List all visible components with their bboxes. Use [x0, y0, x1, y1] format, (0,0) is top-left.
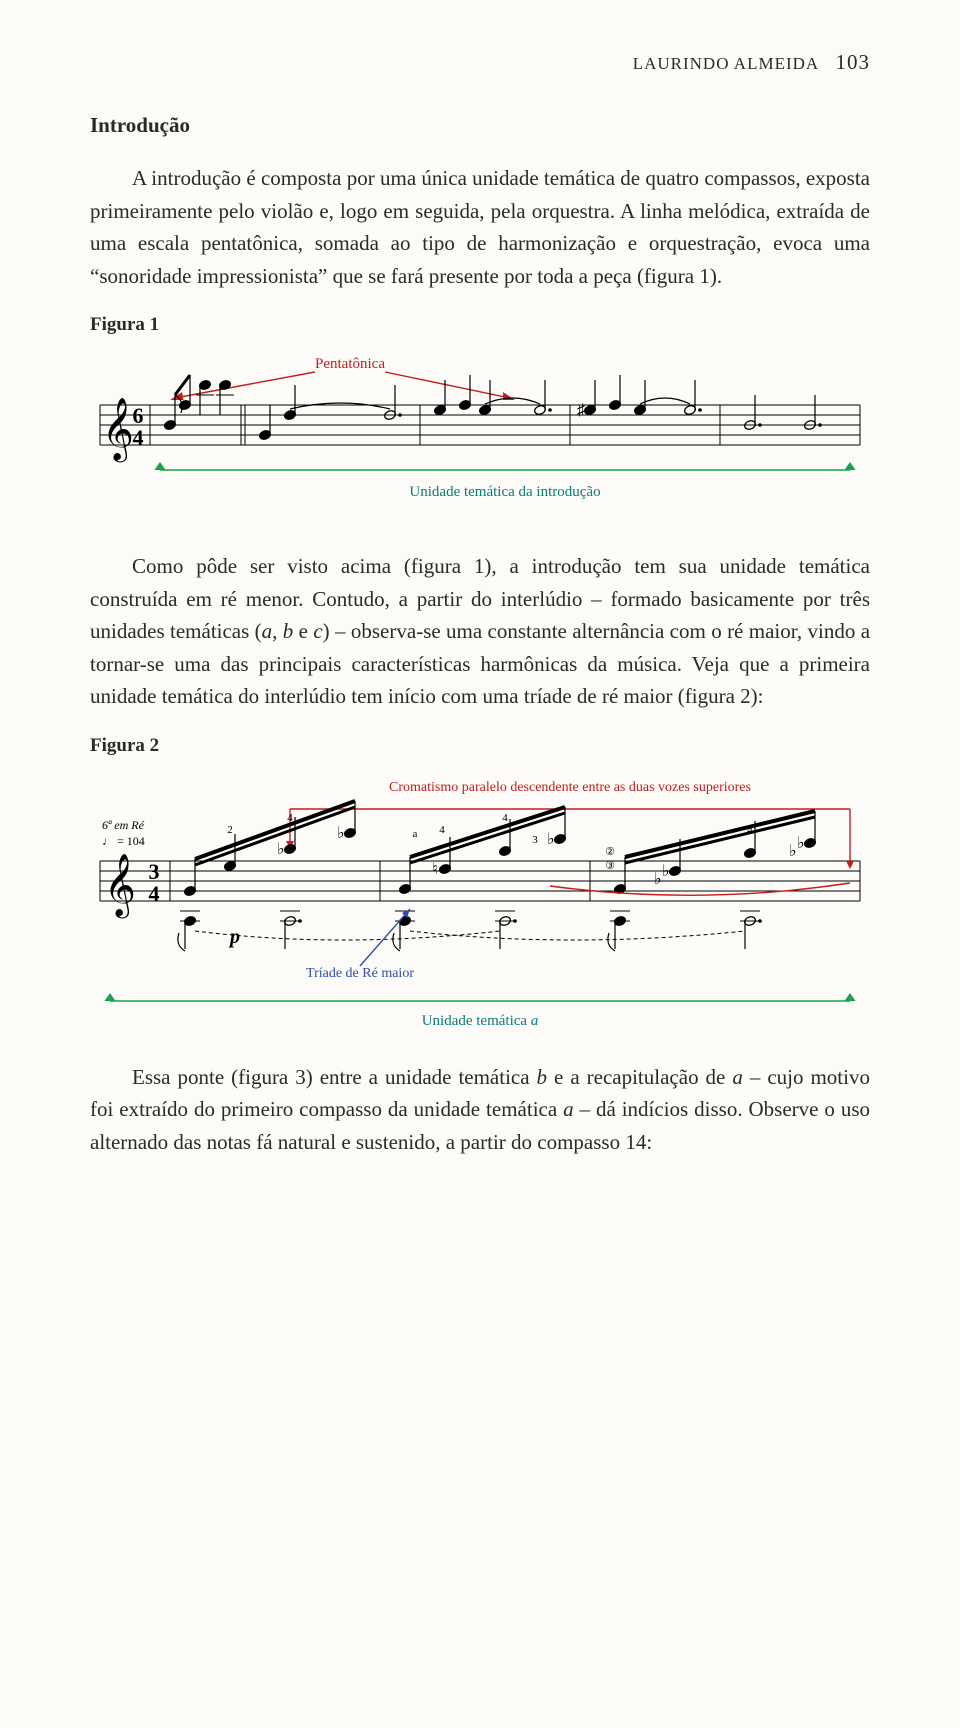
paragraph-3: Essa ponte (figura 3) entre a unidade te… — [90, 1061, 870, 1159]
svg-text:4: 4 — [439, 824, 445, 836]
svg-text:Cromatismo paralelo descendent: Cromatismo paralelo descendente entre as… — [389, 780, 751, 795]
svg-text:4: 4 — [149, 881, 160, 906]
paragraph-2: Como pôde ser visto acima (figura 1), a … — [90, 550, 870, 713]
svg-text:Tríade de Ré maior: Tríade de Ré maior — [306, 966, 414, 981]
svg-text:♭: ♭ — [789, 843, 797, 860]
svg-text:4: 4 — [502, 812, 508, 824]
svg-text:③: ③ — [605, 860, 615, 872]
svg-text:Unidade temática a: Unidade temática a — [422, 1013, 539, 1029]
running-head: LAURINDO ALMEIDA 103 — [90, 50, 870, 75]
figure1: 𝄞64Pentatônica♯Unidade temática da intro… — [90, 350, 870, 520]
svg-text:♭: ♭ — [547, 831, 555, 848]
para2-c: c — [313, 619, 322, 643]
svg-text:4: 4 — [133, 425, 144, 450]
figure2-label: Figura 2 — [90, 735, 870, 757]
para3-prefix: Essa ponte (figura 3) entre a unidade te… — [132, 1065, 537, 1089]
svg-text:♭: ♭ — [277, 841, 285, 858]
svg-text:3: 3 — [532, 834, 538, 846]
para2-mid1: , — [272, 619, 283, 643]
svg-text:②: ② — [605, 846, 615, 858]
svg-text:Unidade temática da introdução: Unidade temática da introdução — [409, 484, 600, 500]
svg-text:a: a — [413, 828, 418, 840]
svg-text:4: 4 — [287, 812, 293, 824]
svg-text:♭: ♭ — [337, 825, 345, 842]
svg-text:♮: ♮ — [432, 861, 438, 878]
svg-text:Pentatônica: Pentatônica — [315, 356, 385, 372]
svg-text:4: 4 — [747, 824, 753, 836]
section-heading: Introdução — [90, 113, 870, 138]
para3-a2: a — [563, 1097, 574, 1121]
para3-a: a — [732, 1065, 743, 1089]
svg-text:p: p — [228, 926, 240, 948]
svg-text:♩ = 104: ♩ = 104 — [102, 834, 145, 848]
para2-mid2: e — [293, 619, 313, 643]
svg-text:♭: ♭ — [797, 835, 805, 852]
svg-text:♯: ♯ — [577, 402, 585, 419]
figure1-svg: 𝄞64Pentatônica♯Unidade temática da intro… — [90, 350, 870, 520]
para3-mid1: e a recapitulação de — [547, 1065, 732, 1089]
svg-text:𝄞: 𝄞 — [104, 855, 136, 919]
svg-text:♭: ♭ — [662, 863, 670, 880]
figure2-svg: 6ª em Ré ♩ = 104 𝄞 3 4 Cromatismo paralelo de… — [90, 771, 870, 1031]
paragraph-1: A introdução é composta por uma única un… — [90, 162, 870, 292]
page-number: 103 — [836, 50, 871, 74]
para2-a: a — [262, 619, 273, 643]
svg-text:♭: ♭ — [654, 871, 662, 888]
para2-b: b — [283, 619, 294, 643]
svg-text:6ª em Ré: 6ª em Ré — [102, 818, 145, 832]
running-head-author: LAURINDO ALMEIDA — [633, 54, 819, 73]
svg-text:2: 2 — [227, 824, 233, 836]
figure2: 6ª em Ré ♩ = 104 𝄞 3 4 Cromatismo paralelo de… — [90, 771, 870, 1031]
svg-text:𝄞: 𝄞 — [102, 399, 134, 463]
figure1-label: Figura 1 — [90, 314, 870, 336]
para3-b: b — [537, 1065, 548, 1089]
